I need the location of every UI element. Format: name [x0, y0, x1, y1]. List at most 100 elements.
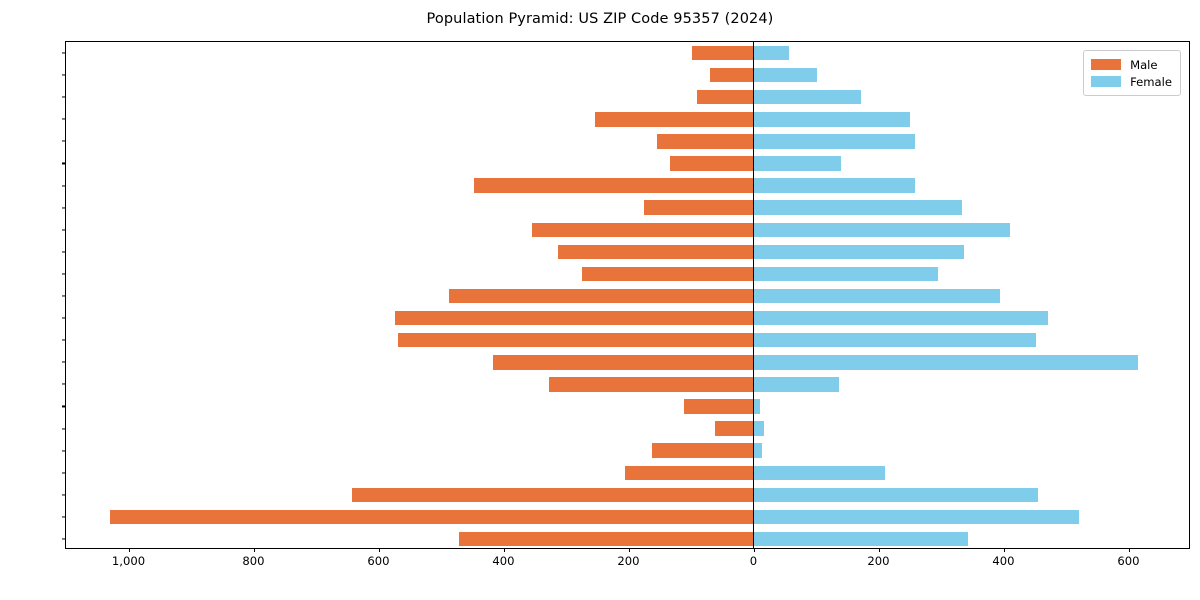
legend-label-male: Male	[1130, 57, 1158, 72]
bar-female[interactable]	[753, 421, 764, 436]
pyramid-row	[66, 285, 1189, 307]
x-tick-label: 400	[992, 554, 1015, 568]
pyramid-row	[66, 86, 1189, 108]
bar-female[interactable]	[753, 45, 789, 61]
y-tick-mark	[62, 162, 66, 165]
y-tick-mark	[62, 118, 66, 120]
bar-female[interactable]	[753, 266, 938, 282]
bar-female[interactable]	[753, 288, 1001, 304]
pyramid-row	[66, 395, 1189, 417]
bar-male[interactable]	[492, 355, 754, 370]
x-tick-mark	[503, 548, 505, 552]
x-tick-mark	[628, 548, 630, 552]
bar-female[interactable]	[753, 222, 1010, 237]
bar-female[interactable]	[753, 332, 1036, 348]
bar-female[interactable]	[753, 377, 839, 392]
y-tick-mark	[62, 52, 66, 54]
y-tick-mark	[62, 273, 66, 275]
bar-female[interactable]	[753, 244, 965, 260]
bar-male[interactable]	[715, 421, 754, 436]
legend-item-male[interactable]: Male	[1091, 56, 1172, 73]
bar-female[interactable]	[753, 112, 910, 127]
bar-female[interactable]	[753, 487, 1038, 503]
bar-male[interactable]	[595, 112, 754, 127]
pyramid-row	[66, 373, 1189, 395]
bar-male[interactable]	[644, 200, 754, 215]
legend-label-female: Female	[1130, 74, 1172, 89]
bar-female[interactable]	[753, 134, 916, 149]
bar-female[interactable]	[753, 465, 885, 480]
bar-female[interactable]	[753, 200, 962, 215]
pyramid-row	[66, 506, 1189, 528]
bar-male[interactable]	[683, 399, 754, 414]
y-tick-mark	[62, 229, 66, 231]
bar-female[interactable]	[753, 310, 1048, 326]
pyramid-row	[66, 528, 1189, 548]
x-tick-label: 600	[1117, 554, 1140, 568]
bar-female[interactable]	[753, 443, 763, 458]
pyramid-row	[66, 307, 1189, 329]
y-tick-mark	[62, 516, 66, 518]
bar-male[interactable]	[651, 443, 754, 458]
legend-swatch-male	[1091, 59, 1122, 70]
bar-male[interactable]	[625, 465, 754, 480]
x-tick-mark	[878, 548, 880, 552]
bar-male[interactable]	[582, 266, 754, 282]
y-tick-mark	[62, 494, 66, 496]
x-tick-label: 200	[617, 554, 640, 568]
bar-male[interactable]	[692, 45, 754, 61]
bar-female[interactable]	[753, 399, 760, 414]
chart-title: Population Pyramid: US ZIP Code 95357 (2…	[426, 11, 774, 27]
bar-male[interactable]	[473, 178, 754, 193]
chart-legend: Male Female	[1083, 50, 1181, 96]
y-tick-mark	[62, 207, 66, 209]
bar-female[interactable]	[753, 355, 1138, 370]
bar-male[interactable]	[557, 244, 754, 260]
bar-female[interactable]	[753, 156, 841, 171]
pyramid-row	[66, 241, 1189, 263]
y-tick-mark	[62, 339, 66, 341]
y-tick-mark	[62, 361, 66, 363]
y-tick-mark	[62, 295, 66, 297]
x-tick-label: 800	[242, 554, 265, 568]
legend-swatch-female	[1091, 76, 1122, 87]
bar-male[interactable]	[395, 310, 754, 326]
y-tick-mark	[62, 185, 66, 187]
bar-female[interactable]	[753, 509, 1079, 525]
x-tick-mark	[1003, 548, 1005, 552]
x-tick-mark	[128, 548, 130, 552]
pyramid-row	[66, 417, 1189, 439]
bar-male[interactable]	[458, 531, 754, 547]
pyramid-row	[66, 175, 1189, 197]
pyramid-row	[66, 64, 1189, 86]
x-tick-label: 400	[492, 554, 515, 568]
bar-male[interactable]	[697, 90, 754, 105]
y-tick-mark	[62, 317, 66, 319]
y-tick-mark	[62, 427, 66, 430]
pyramid-row	[66, 108, 1189, 130]
bar-male[interactable]	[670, 156, 754, 171]
bar-male[interactable]	[709, 67, 754, 83]
bar-male[interactable]	[352, 487, 754, 503]
pyramid-row	[66, 440, 1189, 462]
bar-male[interactable]	[549, 377, 754, 392]
bar-male[interactable]	[531, 222, 754, 237]
pyramid-row	[66, 351, 1189, 373]
y-tick-mark	[62, 251, 66, 253]
bar-female[interactable]	[753, 90, 861, 105]
legend-item-female[interactable]: Female	[1091, 73, 1172, 90]
bar-male[interactable]	[656, 134, 754, 149]
pyramid-row	[66, 462, 1189, 484]
bar-male[interactable]	[397, 332, 754, 348]
plot-area: 1,000 800 600 400 200 0 200 400 600 Male Female	[62, 41, 1190, 568]
bar-male[interactable]	[449, 288, 754, 304]
zero-axis-line	[752, 42, 755, 548]
y-tick-mark	[62, 140, 66, 142]
bar-female[interactable]	[753, 178, 916, 193]
bar-female[interactable]	[753, 531, 968, 547]
bar-female[interactable]	[753, 67, 817, 83]
bar-male[interactable]	[109, 509, 754, 525]
y-tick-mark	[62, 383, 66, 385]
x-tick-label: 1,000	[111, 554, 146, 568]
